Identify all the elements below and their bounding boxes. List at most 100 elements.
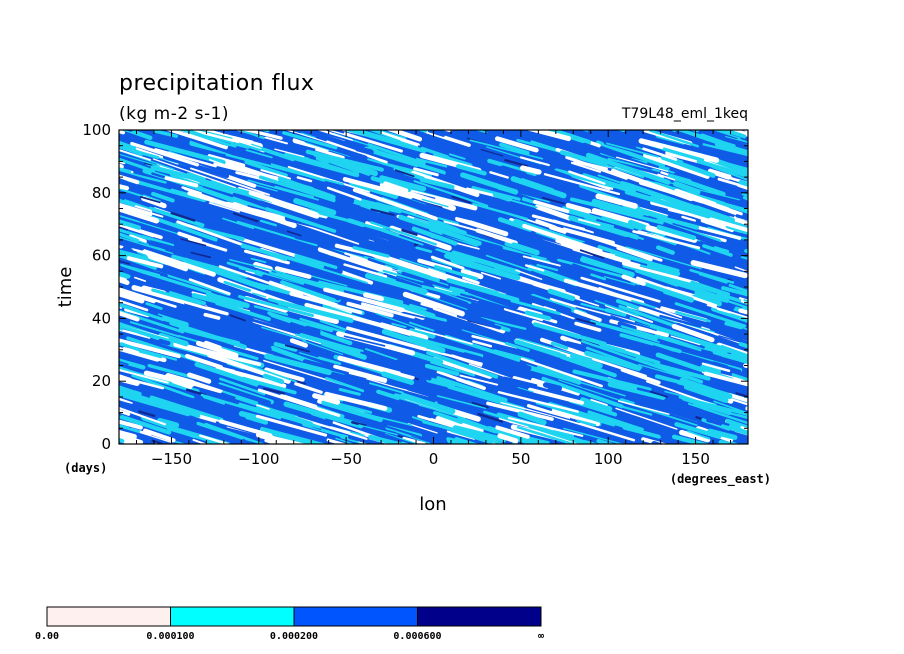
precip-streak bbox=[427, 130, 445, 137]
precip-streak bbox=[713, 246, 730, 253]
precip-streak bbox=[346, 326, 427, 351]
precip-streak bbox=[120, 215, 140, 223]
precip-streak bbox=[757, 349, 804, 364]
precip-streak bbox=[746, 360, 748, 363]
precip-streak bbox=[317, 356, 342, 365]
precip-streak bbox=[238, 410, 260, 421]
precip-streak bbox=[69, 326, 95, 333]
precip-streak bbox=[190, 137, 272, 167]
precip-streak bbox=[565, 202, 592, 214]
precip-streak bbox=[287, 152, 310, 162]
precip-streak bbox=[414, 328, 473, 345]
precip-streak bbox=[436, 370, 486, 391]
colorbar-label: ∞ bbox=[538, 631, 544, 642]
precip-streak bbox=[256, 404, 270, 410]
precip-streak bbox=[280, 394, 318, 408]
precip-streak bbox=[721, 286, 748, 297]
precip-streak bbox=[296, 176, 313, 183]
precip-streak bbox=[598, 298, 618, 305]
colorbar-label: 0.000100 bbox=[146, 631, 194, 642]
precip-streak bbox=[612, 403, 653, 416]
precip-streak bbox=[580, 397, 613, 412]
precip-streak bbox=[230, 142, 250, 149]
chart-title: precipitation flux bbox=[119, 71, 314, 96]
precip-streak bbox=[692, 130, 748, 145]
precip-streak bbox=[206, 447, 236, 458]
precip-streak bbox=[563, 427, 625, 444]
precip-streak bbox=[407, 116, 419, 120]
precip-streak bbox=[594, 299, 639, 317]
precip-streak bbox=[289, 338, 308, 348]
precip-streak bbox=[447, 426, 504, 444]
precip-streak bbox=[352, 245, 390, 258]
precip-streak bbox=[119, 358, 146, 370]
precip-streak bbox=[399, 257, 446, 274]
precip-streak bbox=[190, 167, 270, 196]
precip-streak bbox=[426, 377, 456, 389]
precip-streak bbox=[240, 130, 283, 140]
precip-streak bbox=[681, 215, 697, 222]
precip-streak bbox=[119, 157, 155, 173]
precip-streak bbox=[119, 170, 172, 190]
precip-streak bbox=[343, 335, 386, 347]
precip-streak bbox=[573, 159, 608, 171]
precip-streak bbox=[469, 139, 544, 160]
precip-streak bbox=[497, 107, 517, 113]
precip-streak bbox=[208, 202, 241, 213]
precip-streak bbox=[741, 306, 748, 312]
precip-streak bbox=[193, 130, 233, 140]
precip-streak bbox=[188, 345, 262, 367]
precip-streak bbox=[119, 306, 123, 309]
precip-streak bbox=[119, 183, 130, 191]
precip-streak bbox=[237, 107, 280, 117]
precip-streak bbox=[743, 299, 748, 303]
precip-streak bbox=[119, 354, 155, 368]
precip-streak bbox=[731, 279, 748, 289]
precip-streak bbox=[119, 341, 126, 346]
precip-streak bbox=[119, 324, 177, 344]
precip-streak bbox=[549, 110, 600, 125]
precip-streak bbox=[121, 130, 153, 140]
precip-streak bbox=[283, 401, 364, 429]
precip-streak bbox=[240, 244, 325, 269]
precip-streak bbox=[417, 107, 491, 127]
precip-streak bbox=[444, 361, 479, 374]
precip-streak bbox=[92, 297, 113, 302]
precip-streak bbox=[690, 280, 725, 295]
precip-streak bbox=[452, 425, 507, 443]
precip-streak bbox=[139, 196, 161, 204]
precip-streak bbox=[504, 159, 529, 168]
precip-streak bbox=[138, 410, 156, 417]
precip-streak bbox=[553, 219, 594, 234]
precip-streak bbox=[735, 214, 748, 221]
precip-streak bbox=[750, 319, 817, 341]
precip-streak bbox=[312, 151, 378, 177]
precip-streak bbox=[515, 269, 543, 280]
precip-streak bbox=[119, 382, 136, 391]
precip-streak bbox=[371, 294, 436, 319]
precip-streak bbox=[161, 315, 189, 328]
precip-streak bbox=[379, 175, 427, 192]
precip-streak bbox=[599, 205, 664, 225]
precip-streak bbox=[187, 372, 212, 384]
precip-streak bbox=[119, 432, 144, 444]
precip-streak bbox=[742, 196, 748, 201]
precip-streak bbox=[168, 291, 206, 305]
precip-streak bbox=[738, 342, 748, 349]
precip-streak bbox=[603, 275, 636, 286]
precip-streak bbox=[202, 327, 226, 338]
precip-streak bbox=[652, 445, 685, 454]
precip-streak bbox=[285, 256, 368, 284]
precip-streak bbox=[349, 255, 393, 271]
precip-streak bbox=[334, 243, 377, 257]
precip-streak bbox=[751, 325, 812, 344]
precip-streak bbox=[759, 274, 810, 292]
precip-streak bbox=[738, 308, 748, 315]
precip-streak bbox=[511, 242, 540, 256]
precip-streak bbox=[307, 445, 329, 451]
precip-streak bbox=[83, 356, 100, 362]
precip-streak bbox=[333, 364, 388, 382]
precip-streak bbox=[142, 194, 161, 202]
precip-streak bbox=[162, 154, 230, 179]
precip-streak bbox=[119, 424, 141, 433]
